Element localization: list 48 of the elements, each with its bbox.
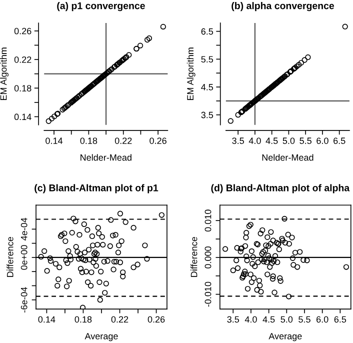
x-tick-label: 5.5 (300, 138, 312, 144)
y-tick-label: 0.010 (204, 210, 212, 232)
x-axis-title: Nelder-Mead (80, 154, 132, 161)
x-axis-title: Nelder-Mead (262, 154, 314, 161)
y-tick-label: 3.5 (201, 112, 214, 118)
y-axis-title: EM Algorithm (0, 48, 8, 100)
chart-title: (b) alpha convergence (232, 2, 334, 12)
x-tick-label: 6.0 (316, 316, 328, 323)
x-tick-label: 0.26 (148, 316, 165, 323)
x-tick-label: 0.18 (74, 316, 92, 323)
x-tick-label: 4.0 (244, 316, 257, 323)
x-tick-label: 0.18 (80, 138, 98, 144)
x-tick-label: 0.22 (114, 138, 132, 144)
y-tick-label: 0.22 (14, 56, 32, 63)
chart-title: (c) Bland-Altman plot of p1 (34, 184, 158, 194)
x-tick-label: 6.5 (334, 138, 346, 144)
y-axis-title: EM Algorithm (186, 48, 196, 100)
x-axis-title: Average (84, 333, 118, 342)
x-tick-label: 0.14 (38, 316, 56, 323)
x-tick-label: 6.0 (316, 138, 328, 144)
y-tick-label: -6e-04 (20, 287, 28, 312)
y-tick-label: 5.5 (201, 56, 214, 63)
chart-title: (a) p1 convergence (57, 2, 145, 12)
x-tick-label: 3.5 (227, 316, 240, 323)
x-tick-label: 4.5 (266, 138, 278, 144)
chart-title: (d) Bland-Altman plot of alpha (211, 184, 350, 194)
y-tick-label: -0.010 (204, 282, 212, 307)
x-tick-label: 6.5 (334, 316, 346, 323)
y-tick-label: 4e-04 (20, 218, 28, 240)
y-tick-label: 0.14 (14, 114, 32, 120)
y-tick-label: 0.26 (14, 28, 32, 34)
x-axis-title: Average (268, 333, 302, 342)
y-tick-label: 0.18 (14, 85, 32, 92)
y-axis-title: Difference (6, 236, 14, 277)
x-tick-label: 4.5 (262, 316, 275, 323)
y-tick-label: 4.5 (201, 84, 214, 90)
y-axis-title: Difference (190, 236, 198, 277)
x-tick-label: 5.0 (282, 138, 295, 144)
x-tick-label: 5.5 (298, 316, 310, 323)
y-tick-label: 0e+00 (20, 245, 28, 270)
x-tick-label: 4.0 (248, 138, 261, 144)
x-tick-label: 0.14 (46, 138, 63, 144)
x-tick-label: 3.5 (232, 138, 244, 144)
x-tick-label: 0.26 (150, 138, 166, 144)
y-tick-label: 0.000 (204, 246, 212, 268)
x-tick-label: 0.22 (111, 316, 128, 323)
y-tick-label: 6.5 (201, 28, 214, 35)
x-tick-label: 5.0 (280, 316, 293, 323)
